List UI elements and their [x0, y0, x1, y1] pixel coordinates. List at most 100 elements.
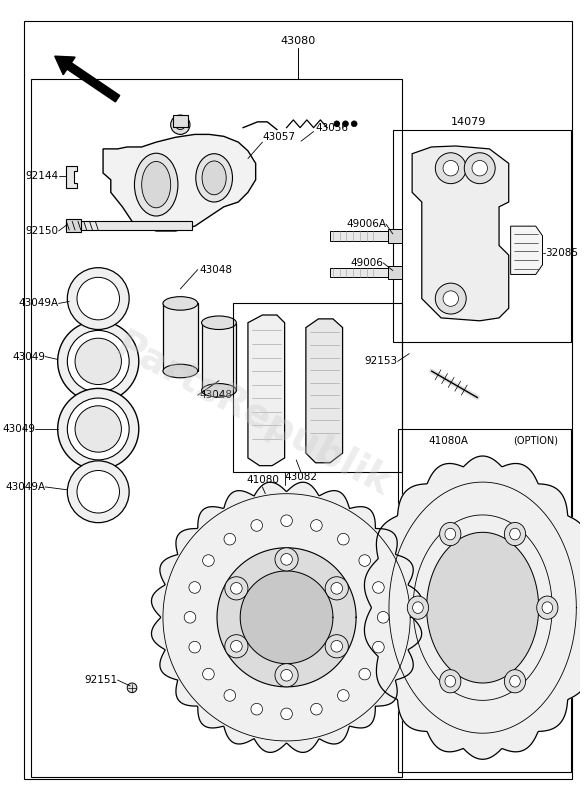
- Ellipse shape: [163, 364, 198, 378]
- Ellipse shape: [407, 596, 429, 619]
- Text: 43048: 43048: [200, 390, 232, 400]
- Polygon shape: [240, 571, 333, 664]
- Circle shape: [281, 515, 293, 526]
- Circle shape: [77, 278, 120, 320]
- Circle shape: [359, 554, 370, 566]
- Circle shape: [184, 611, 196, 623]
- Circle shape: [75, 406, 121, 452]
- Text: 92150: 92150: [26, 226, 58, 236]
- Circle shape: [331, 641, 343, 652]
- Circle shape: [225, 577, 248, 600]
- Circle shape: [338, 690, 349, 702]
- Circle shape: [325, 577, 348, 600]
- Text: 43080: 43080: [280, 36, 316, 46]
- Circle shape: [224, 534, 235, 545]
- Text: 92144: 92144: [26, 171, 58, 181]
- Ellipse shape: [440, 670, 461, 693]
- Text: 14079: 14079: [450, 117, 486, 127]
- Circle shape: [443, 291, 458, 306]
- Circle shape: [224, 690, 235, 702]
- Circle shape: [352, 121, 357, 126]
- Bar: [30, 79, 402, 777]
- Bar: [67, 222, 192, 230]
- Circle shape: [75, 338, 121, 385]
- Ellipse shape: [134, 154, 178, 216]
- Ellipse shape: [445, 675, 456, 687]
- Bar: [388, 266, 402, 279]
- Bar: [163, 303, 198, 371]
- Circle shape: [311, 520, 322, 531]
- Ellipse shape: [142, 162, 171, 208]
- Ellipse shape: [505, 522, 526, 546]
- Text: 43057: 43057: [262, 132, 296, 142]
- Text: 32085: 32085: [545, 248, 578, 258]
- Circle shape: [67, 461, 129, 522]
- Ellipse shape: [445, 528, 456, 540]
- Text: 43049: 43049: [2, 424, 36, 434]
- Bar: [398, 429, 572, 772]
- Bar: [234, 303, 402, 473]
- Polygon shape: [306, 319, 343, 462]
- Polygon shape: [427, 532, 538, 683]
- Text: 43049: 43049: [12, 351, 45, 362]
- Circle shape: [225, 634, 248, 658]
- Circle shape: [67, 268, 129, 330]
- Bar: [67, 219, 81, 232]
- Text: 41080A: 41080A: [429, 435, 469, 446]
- Circle shape: [331, 582, 343, 594]
- Circle shape: [373, 642, 384, 653]
- Bar: [330, 268, 388, 278]
- Circle shape: [325, 634, 348, 658]
- Circle shape: [176, 120, 185, 130]
- Text: 41080: 41080: [246, 475, 279, 485]
- Circle shape: [251, 703, 263, 715]
- Bar: [388, 229, 402, 242]
- Circle shape: [203, 668, 214, 680]
- Circle shape: [127, 683, 137, 693]
- Polygon shape: [412, 146, 509, 321]
- Ellipse shape: [440, 522, 461, 546]
- Circle shape: [435, 283, 466, 314]
- Circle shape: [189, 582, 200, 594]
- Text: 43048: 43048: [200, 265, 232, 274]
- Circle shape: [343, 121, 349, 126]
- Text: 43056: 43056: [315, 122, 349, 133]
- Polygon shape: [248, 315, 284, 466]
- Ellipse shape: [537, 596, 558, 619]
- Text: 43049A: 43049A: [19, 298, 58, 309]
- Text: 49006A: 49006A: [346, 219, 386, 230]
- Ellipse shape: [510, 528, 520, 540]
- Circle shape: [171, 115, 190, 134]
- Ellipse shape: [202, 161, 226, 194]
- Bar: [173, 115, 188, 126]
- Polygon shape: [364, 456, 584, 759]
- Polygon shape: [510, 226, 543, 274]
- Ellipse shape: [201, 316, 237, 330]
- Circle shape: [435, 153, 466, 184]
- Circle shape: [203, 554, 214, 566]
- Circle shape: [373, 582, 384, 594]
- Circle shape: [281, 708, 293, 720]
- Text: PartsRepublik: PartsRepublik: [109, 326, 397, 504]
- Circle shape: [334, 121, 340, 126]
- Bar: [201, 322, 237, 390]
- Circle shape: [58, 389, 139, 470]
- Ellipse shape: [163, 297, 198, 310]
- Polygon shape: [103, 134, 256, 231]
- Ellipse shape: [542, 602, 552, 614]
- Circle shape: [231, 641, 242, 652]
- Circle shape: [281, 670, 293, 681]
- Circle shape: [275, 664, 298, 687]
- Circle shape: [77, 470, 120, 513]
- Circle shape: [464, 153, 495, 184]
- Ellipse shape: [505, 670, 526, 693]
- Text: 92153: 92153: [364, 356, 398, 366]
- FancyArrow shape: [55, 56, 120, 102]
- Text: 92151: 92151: [85, 675, 117, 685]
- Polygon shape: [67, 166, 77, 187]
- Circle shape: [251, 520, 263, 531]
- Bar: [393, 130, 572, 342]
- Circle shape: [231, 582, 242, 594]
- Circle shape: [359, 668, 370, 680]
- Ellipse shape: [196, 154, 232, 202]
